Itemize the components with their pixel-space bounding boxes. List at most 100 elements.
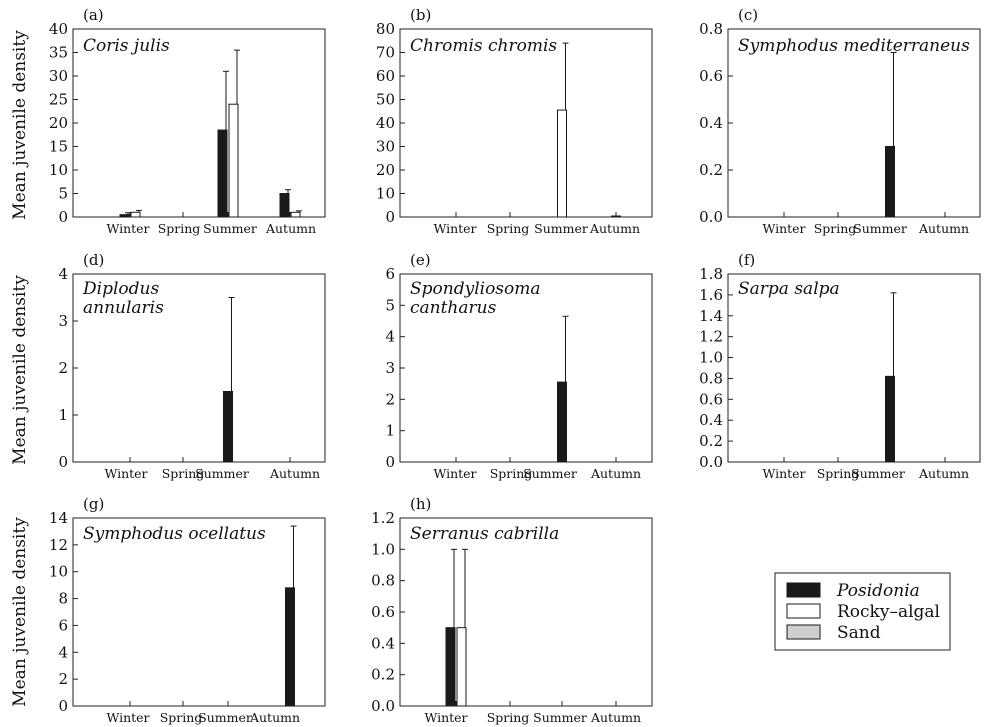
legend-label: Sand [837, 623, 881, 643]
x-tick-label-spring: Spring [487, 221, 530, 236]
y-tick-label: 4 [58, 643, 68, 661]
y-axis-label-row-1: Mean juvenile density [10, 30, 30, 220]
x-tick-label-winter: Winter [433, 221, 476, 236]
y-tick-label: 3 [58, 312, 68, 330]
y-tick-label: 2 [58, 670, 68, 688]
x-tick-label-winter: Winter [424, 710, 467, 725]
bar-rockyalgal-winter [130, 211, 141, 218]
x-tick-label-winter: Winter [106, 710, 149, 725]
x-tick-label-spring: Spring [160, 710, 203, 725]
y-tick-label: 1.2 [699, 328, 723, 346]
y-tick-label: 4 [58, 265, 68, 283]
legend-label: Posidonia [836, 581, 920, 601]
plot-frame [399, 28, 653, 218]
y-tick-label: 0.8 [371, 572, 395, 590]
x-tick-label-winter: Winter [762, 221, 805, 236]
x-tick-label-autumn: Autumn [269, 466, 320, 481]
legend-label: Rocky–algal [837, 602, 940, 622]
y-tick-label: 12 [49, 536, 68, 554]
y-tick-label: 0 [385, 208, 395, 226]
y-tick-label: 0.4 [371, 634, 395, 652]
y-tick-label: 0.0 [699, 208, 723, 226]
panel-label: (b) [410, 6, 431, 24]
y-tick-label: 10 [376, 185, 395, 203]
plot-frame [727, 273, 981, 463]
x-tick-label-autumn: Autumn [589, 221, 640, 236]
panel-b: 0 10 20 30 40 50 60 70 80 Winter Spring Summer Autum… [376, 6, 653, 236]
y-tick-label: 1.0 [371, 540, 395, 558]
y-tick-label: 1.2 [371, 509, 395, 527]
bar-posidonia-autumn [611, 215, 621, 218]
y-tick-label: 35 [49, 44, 68, 62]
y-tick-label: 1.8 [699, 265, 723, 283]
y-tick-label: 50 [376, 91, 395, 109]
y-tick-label: 20 [376, 161, 395, 179]
x-tick-label-autumn: Autumn [265, 221, 316, 236]
x-tick-label-summer: Summer [534, 221, 588, 236]
plot-frame [72, 517, 326, 707]
legend-swatch [786, 624, 821, 640]
y-tick-label: 1.4 [699, 307, 723, 325]
y-tick-label: 8 [58, 590, 68, 608]
panel-label: (f) [738, 251, 755, 269]
y-tick-label: 1 [58, 406, 68, 424]
y-tick-label: 0.8 [699, 20, 723, 38]
species-title: Symphodus mediterraneus [738, 36, 970, 56]
bar-posidonia-summer [223, 391, 233, 463]
y-tick-label: 40 [49, 20, 68, 38]
y-tick-label: 40 [376, 114, 395, 132]
x-tick-label-autumn: Autumn [249, 710, 300, 725]
panel-h: 0.0 0.2 0.4 0.6 0.8 1.0 1.2 Winter Spring Summer A… [371, 495, 653, 725]
y-tick-label: 1 [385, 422, 395, 440]
legend-swatch [786, 603, 821, 619]
y-tick-label: 0.2 [371, 666, 395, 684]
y-tick-label: 6 [58, 616, 68, 634]
bar-rockyalgal-summer [228, 103, 239, 218]
y-axis-label-row-2: Mean juvenile density [10, 275, 30, 465]
x-tick-label-autumn: Autumn [918, 466, 969, 481]
bar-posidonia-summer [557, 381, 567, 463]
y-axis-label-row-3: Mean juvenile density [10, 517, 30, 707]
panel-label: (e) [410, 251, 431, 269]
y-tick-label: 6 [385, 265, 395, 283]
y-tick-label: 2 [58, 359, 68, 377]
x-tick-label-summer: Summer [203, 221, 257, 236]
x-tick-label-spring: Spring [817, 466, 860, 481]
bar-posidonia-summer [885, 146, 895, 218]
y-tick-label: 25 [49, 91, 68, 109]
y-tick-label: 30 [49, 67, 68, 85]
species-title: Symphodus ocellatus [83, 524, 266, 544]
legend-swatch [786, 582, 821, 598]
panel-label: (h) [410, 495, 431, 513]
y-tick-label: 1.6 [699, 286, 723, 304]
y-tick-label: 14 [49, 509, 68, 527]
y-tick-label: 70 [376, 44, 395, 62]
plot-frame [399, 517, 653, 707]
plot-frame [727, 28, 981, 218]
y-tick-label: 10 [49, 563, 68, 581]
x-tick-label-spring: Spring [490, 466, 533, 481]
species-title-line-2: annularis [83, 298, 164, 318]
species-title: Chromis chromis [410, 36, 557, 56]
panel-f: 0.0 0.2 0.4 0.6 0.8 1.0 1.2 1.4 1.6 1.8 Winter Spri… [699, 251, 981, 481]
y-tick-label: 20 [49, 114, 68, 132]
y-tick-label: 0.0 [699, 453, 723, 471]
panel-a: 0 5 10 15 20 25 30 35 40 Winter Spring Summer Autumn… [49, 6, 326, 236]
y-tick-label: 5 [58, 185, 68, 203]
y-tick-label: 80 [376, 20, 395, 38]
bar-posidonia-winter [445, 627, 456, 707]
y-tick-label: 3 [385, 359, 395, 377]
y-tick-label: 10 [49, 161, 68, 179]
y-tick-label: 0.6 [699, 390, 723, 408]
panel-label: (d) [83, 251, 104, 269]
x-tick-label-winter: Winter [106, 221, 149, 236]
y-tick-label: 5 [385, 296, 395, 314]
x-tick-label-spring: Spring [162, 466, 205, 481]
bar-posidonia-winter [119, 214, 130, 218]
x-tick-label-summer: Summer [533, 710, 587, 725]
y-tick-label: 0.2 [699, 432, 723, 450]
